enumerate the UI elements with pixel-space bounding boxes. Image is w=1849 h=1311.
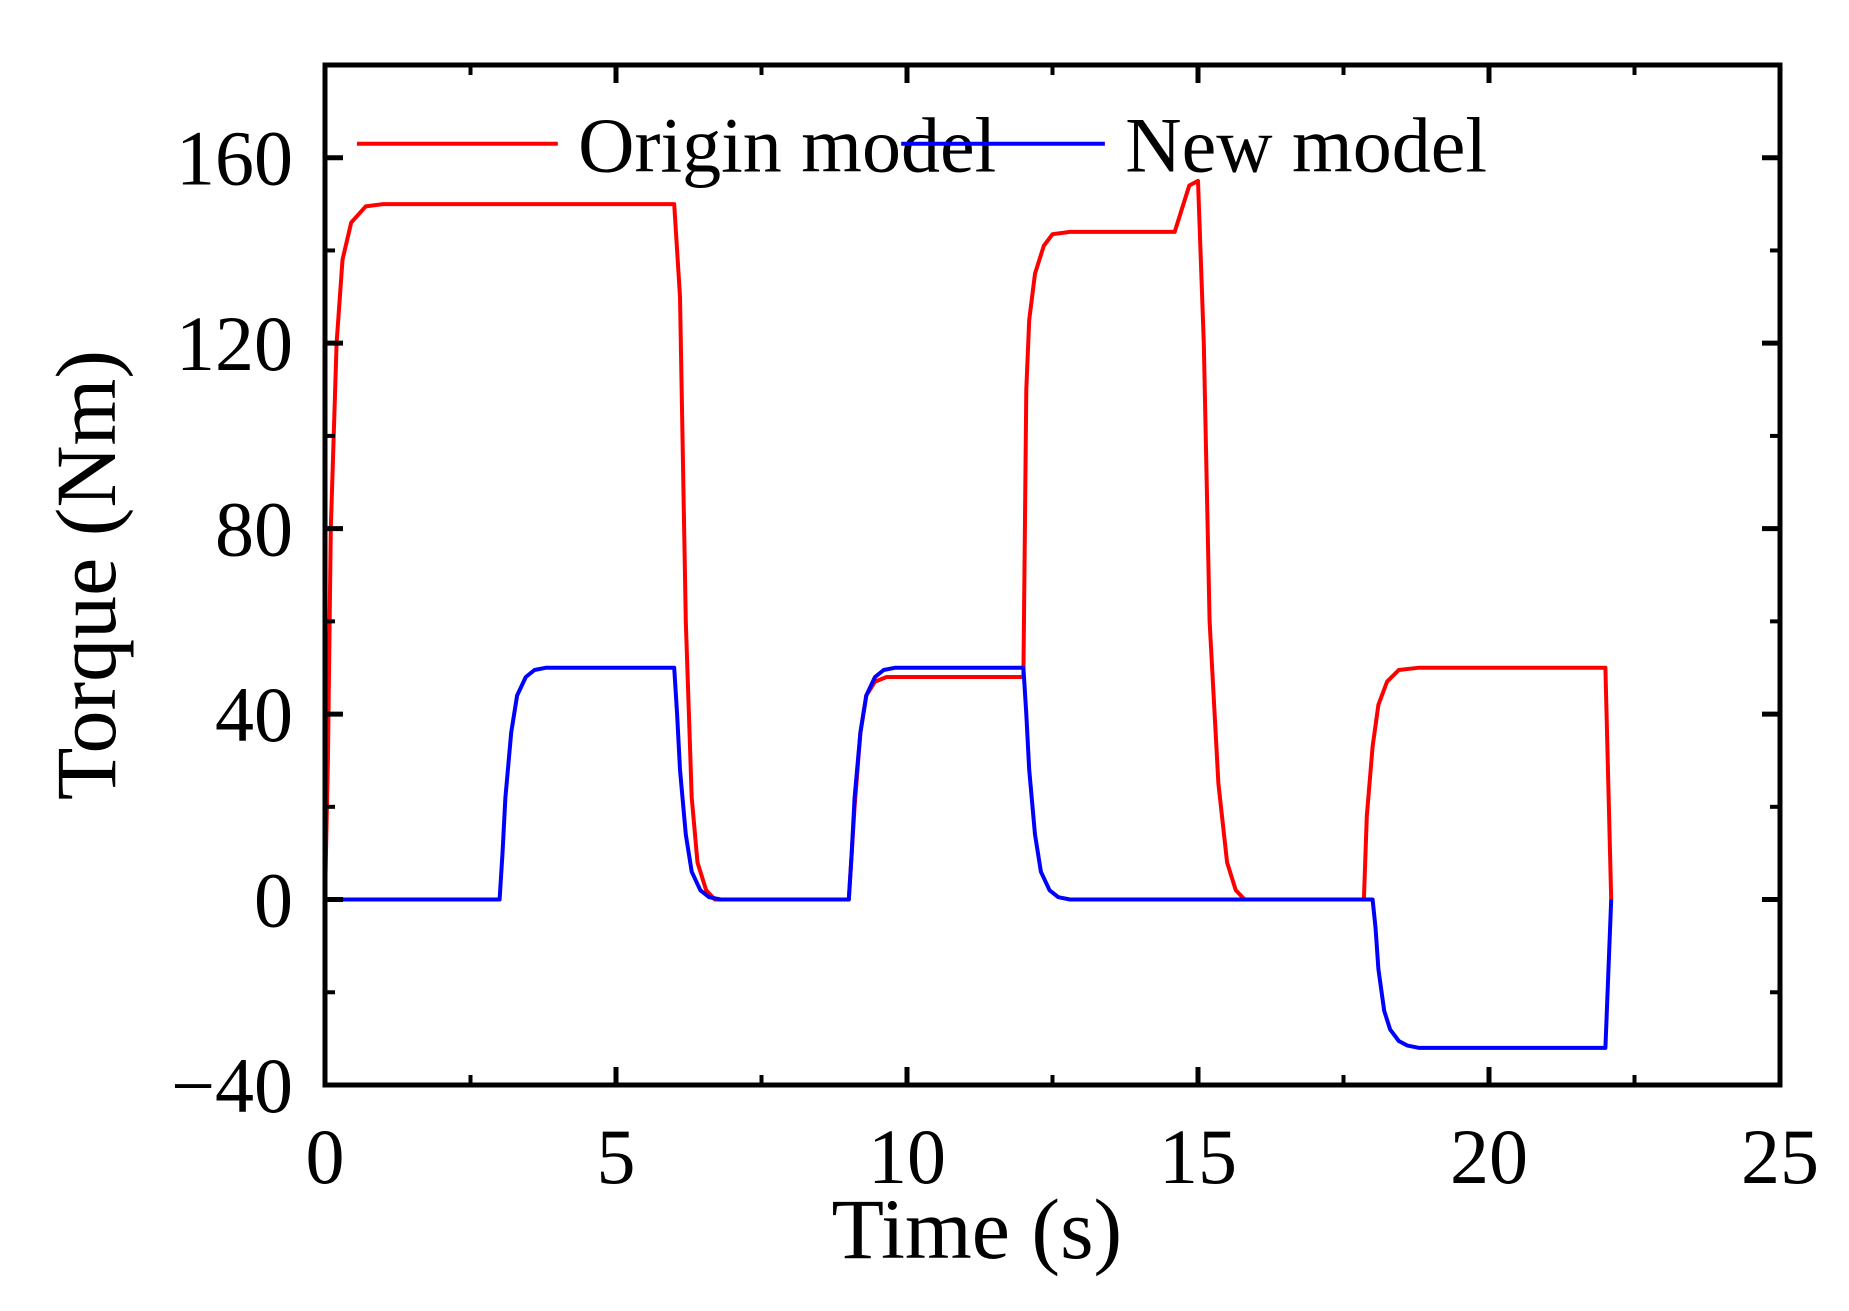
- legend-label-1: New model: [1125, 102, 1487, 189]
- x-tick-label: 5: [597, 1113, 636, 1200]
- series-line-0: [323, 178, 1614, 902]
- x-tick-label: 20: [1450, 1113, 1528, 1200]
- x-axis-title: Time (s): [831, 1181, 1122, 1277]
- series-line-1: [325, 665, 1614, 1050]
- x-tick-label: 25: [1741, 1113, 1819, 1200]
- x-tick-label: 0: [306, 1113, 345, 1200]
- y-tick-label: 80: [215, 486, 293, 573]
- x-tick-label: 15: [1159, 1113, 1237, 1200]
- y-tick-label: 0: [254, 857, 293, 944]
- y-tick-label: −40: [171, 1042, 293, 1129]
- x-tick-label: 10: [868, 1113, 946, 1200]
- y-tick-label: 120: [176, 300, 293, 387]
- legend: Origin model New model: [357, 102, 1487, 189]
- y-tick-label: 160: [176, 115, 293, 202]
- y-axis-title: Torque (Nm): [38, 350, 134, 800]
- series-layer: [323, 178, 1614, 1050]
- y-tick-label: 40: [215, 671, 293, 758]
